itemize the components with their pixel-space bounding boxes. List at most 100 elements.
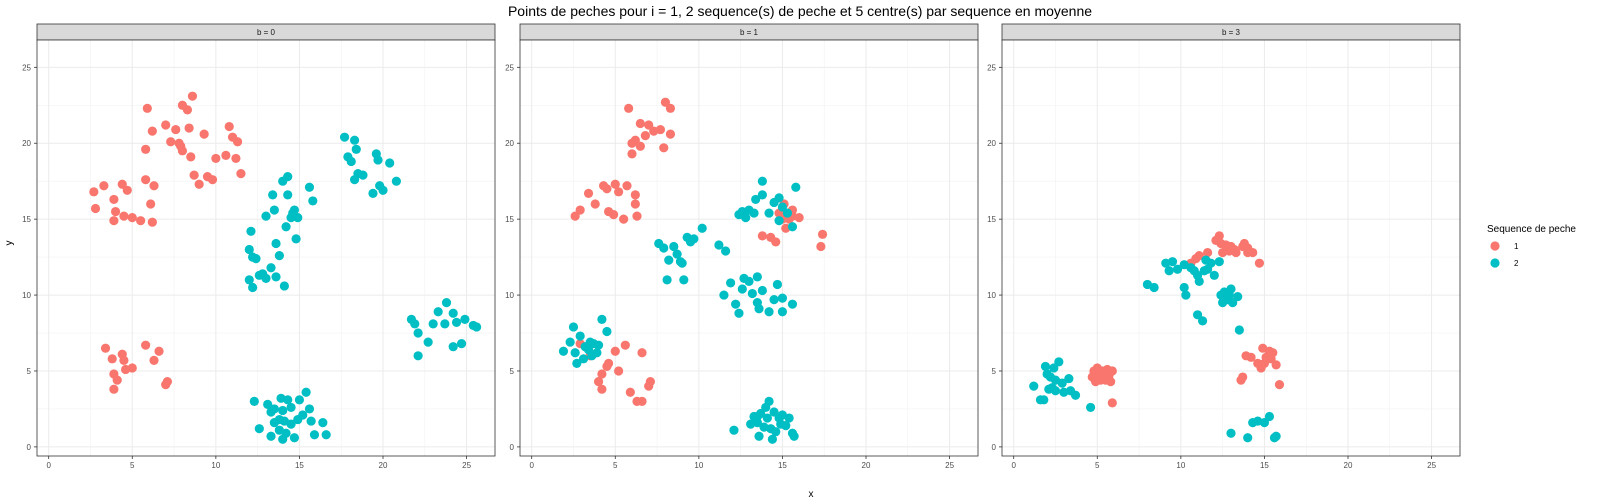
data-point xyxy=(232,137,243,147)
x-tick-label: 0 xyxy=(46,461,51,470)
data-point xyxy=(754,431,764,441)
data-point xyxy=(1264,411,1275,422)
data-point xyxy=(141,144,151,154)
data-point xyxy=(1054,357,1064,367)
data-point xyxy=(107,354,117,364)
data-point xyxy=(1029,381,1039,391)
data-point xyxy=(1197,316,1208,326)
data-point xyxy=(771,237,781,247)
data-point xyxy=(697,223,707,233)
facet-strip-label: b = 3 xyxy=(1222,28,1241,37)
data-point xyxy=(781,421,791,431)
data-point xyxy=(385,158,395,168)
data-point xyxy=(251,254,261,264)
data-point xyxy=(817,229,828,239)
data-point xyxy=(378,185,388,195)
x-tick-label: 25 xyxy=(462,461,471,470)
facet-strip-label: b = 0 xyxy=(257,28,276,37)
data-point xyxy=(142,103,152,113)
data-point xyxy=(1211,235,1221,246)
data-point xyxy=(428,319,438,329)
data-point xyxy=(254,424,264,434)
data-point xyxy=(154,346,164,356)
data-point xyxy=(791,182,801,192)
data-point xyxy=(119,355,129,365)
data-point xyxy=(1179,282,1189,293)
data-point xyxy=(1194,250,1204,261)
x-tick-label: 20 xyxy=(1344,461,1353,470)
y-tick-label: 15 xyxy=(22,215,31,224)
legend-label: 2 xyxy=(1514,259,1519,268)
data-point xyxy=(816,241,826,252)
data-point xyxy=(117,179,127,189)
data-point xyxy=(610,179,620,189)
data-point xyxy=(122,185,132,195)
data-point xyxy=(289,433,300,443)
series-1 xyxy=(1087,231,1285,408)
panel-border xyxy=(1001,39,1461,457)
data-point xyxy=(1064,373,1074,384)
data-point xyxy=(729,425,739,435)
data-point xyxy=(774,193,784,203)
data-point xyxy=(246,226,256,236)
data-point xyxy=(570,211,580,221)
data-point xyxy=(112,375,122,385)
data-point xyxy=(308,196,318,206)
series-2 xyxy=(558,176,801,444)
data-point xyxy=(281,222,291,232)
data-point xyxy=(1266,354,1276,364)
data-point xyxy=(578,354,589,364)
data-point xyxy=(664,255,674,265)
data-point xyxy=(1234,325,1244,335)
y-tick-label: 10 xyxy=(505,291,514,300)
data-point xyxy=(1246,352,1256,362)
data-point xyxy=(1070,390,1081,400)
x-tick-label: 5 xyxy=(130,461,135,470)
y-tick-label: 20 xyxy=(505,139,514,148)
data-point xyxy=(565,337,575,347)
data-point xyxy=(271,238,281,249)
data-point xyxy=(423,337,433,347)
x-tick-label: 15 xyxy=(1260,461,1269,470)
data-point xyxy=(1248,247,1258,258)
data-point xyxy=(358,170,368,180)
data-point xyxy=(283,172,293,182)
data-point xyxy=(757,190,767,200)
data-point xyxy=(575,205,585,215)
data-point xyxy=(590,199,600,209)
data-point xyxy=(597,384,607,394)
data-point xyxy=(570,348,580,358)
data-point xyxy=(632,211,642,221)
data-point xyxy=(757,285,767,296)
data-point xyxy=(1039,395,1049,405)
data-point xyxy=(787,299,798,309)
y-tick-label: 0 xyxy=(27,443,32,452)
data-point xyxy=(787,222,798,232)
data-point xyxy=(110,206,121,217)
data-point xyxy=(1040,361,1051,372)
data-point xyxy=(794,213,804,223)
data-point xyxy=(263,399,273,409)
data-point xyxy=(306,416,316,426)
facet-panel: b = 0 0 5 10 15 20 25 0 5 10 15 20 25 xyxy=(22,23,496,470)
data-point xyxy=(109,216,119,226)
data-point xyxy=(1274,380,1285,390)
data-point xyxy=(171,124,181,135)
data-point xyxy=(456,339,467,349)
data-point xyxy=(286,402,296,413)
data-point xyxy=(558,346,569,356)
x-tick-label: 10 xyxy=(1176,461,1185,470)
data-point xyxy=(286,419,296,429)
data-point xyxy=(127,363,137,373)
data-point xyxy=(266,263,276,273)
data-point xyxy=(460,314,470,324)
data-point xyxy=(266,431,276,441)
x-tick-label: 15 xyxy=(778,461,787,470)
data-point xyxy=(597,369,607,379)
data-point xyxy=(662,275,672,285)
data-point xyxy=(391,176,401,186)
y-tick-label: 10 xyxy=(987,291,996,300)
data-point xyxy=(731,299,741,309)
data-point xyxy=(645,377,655,387)
